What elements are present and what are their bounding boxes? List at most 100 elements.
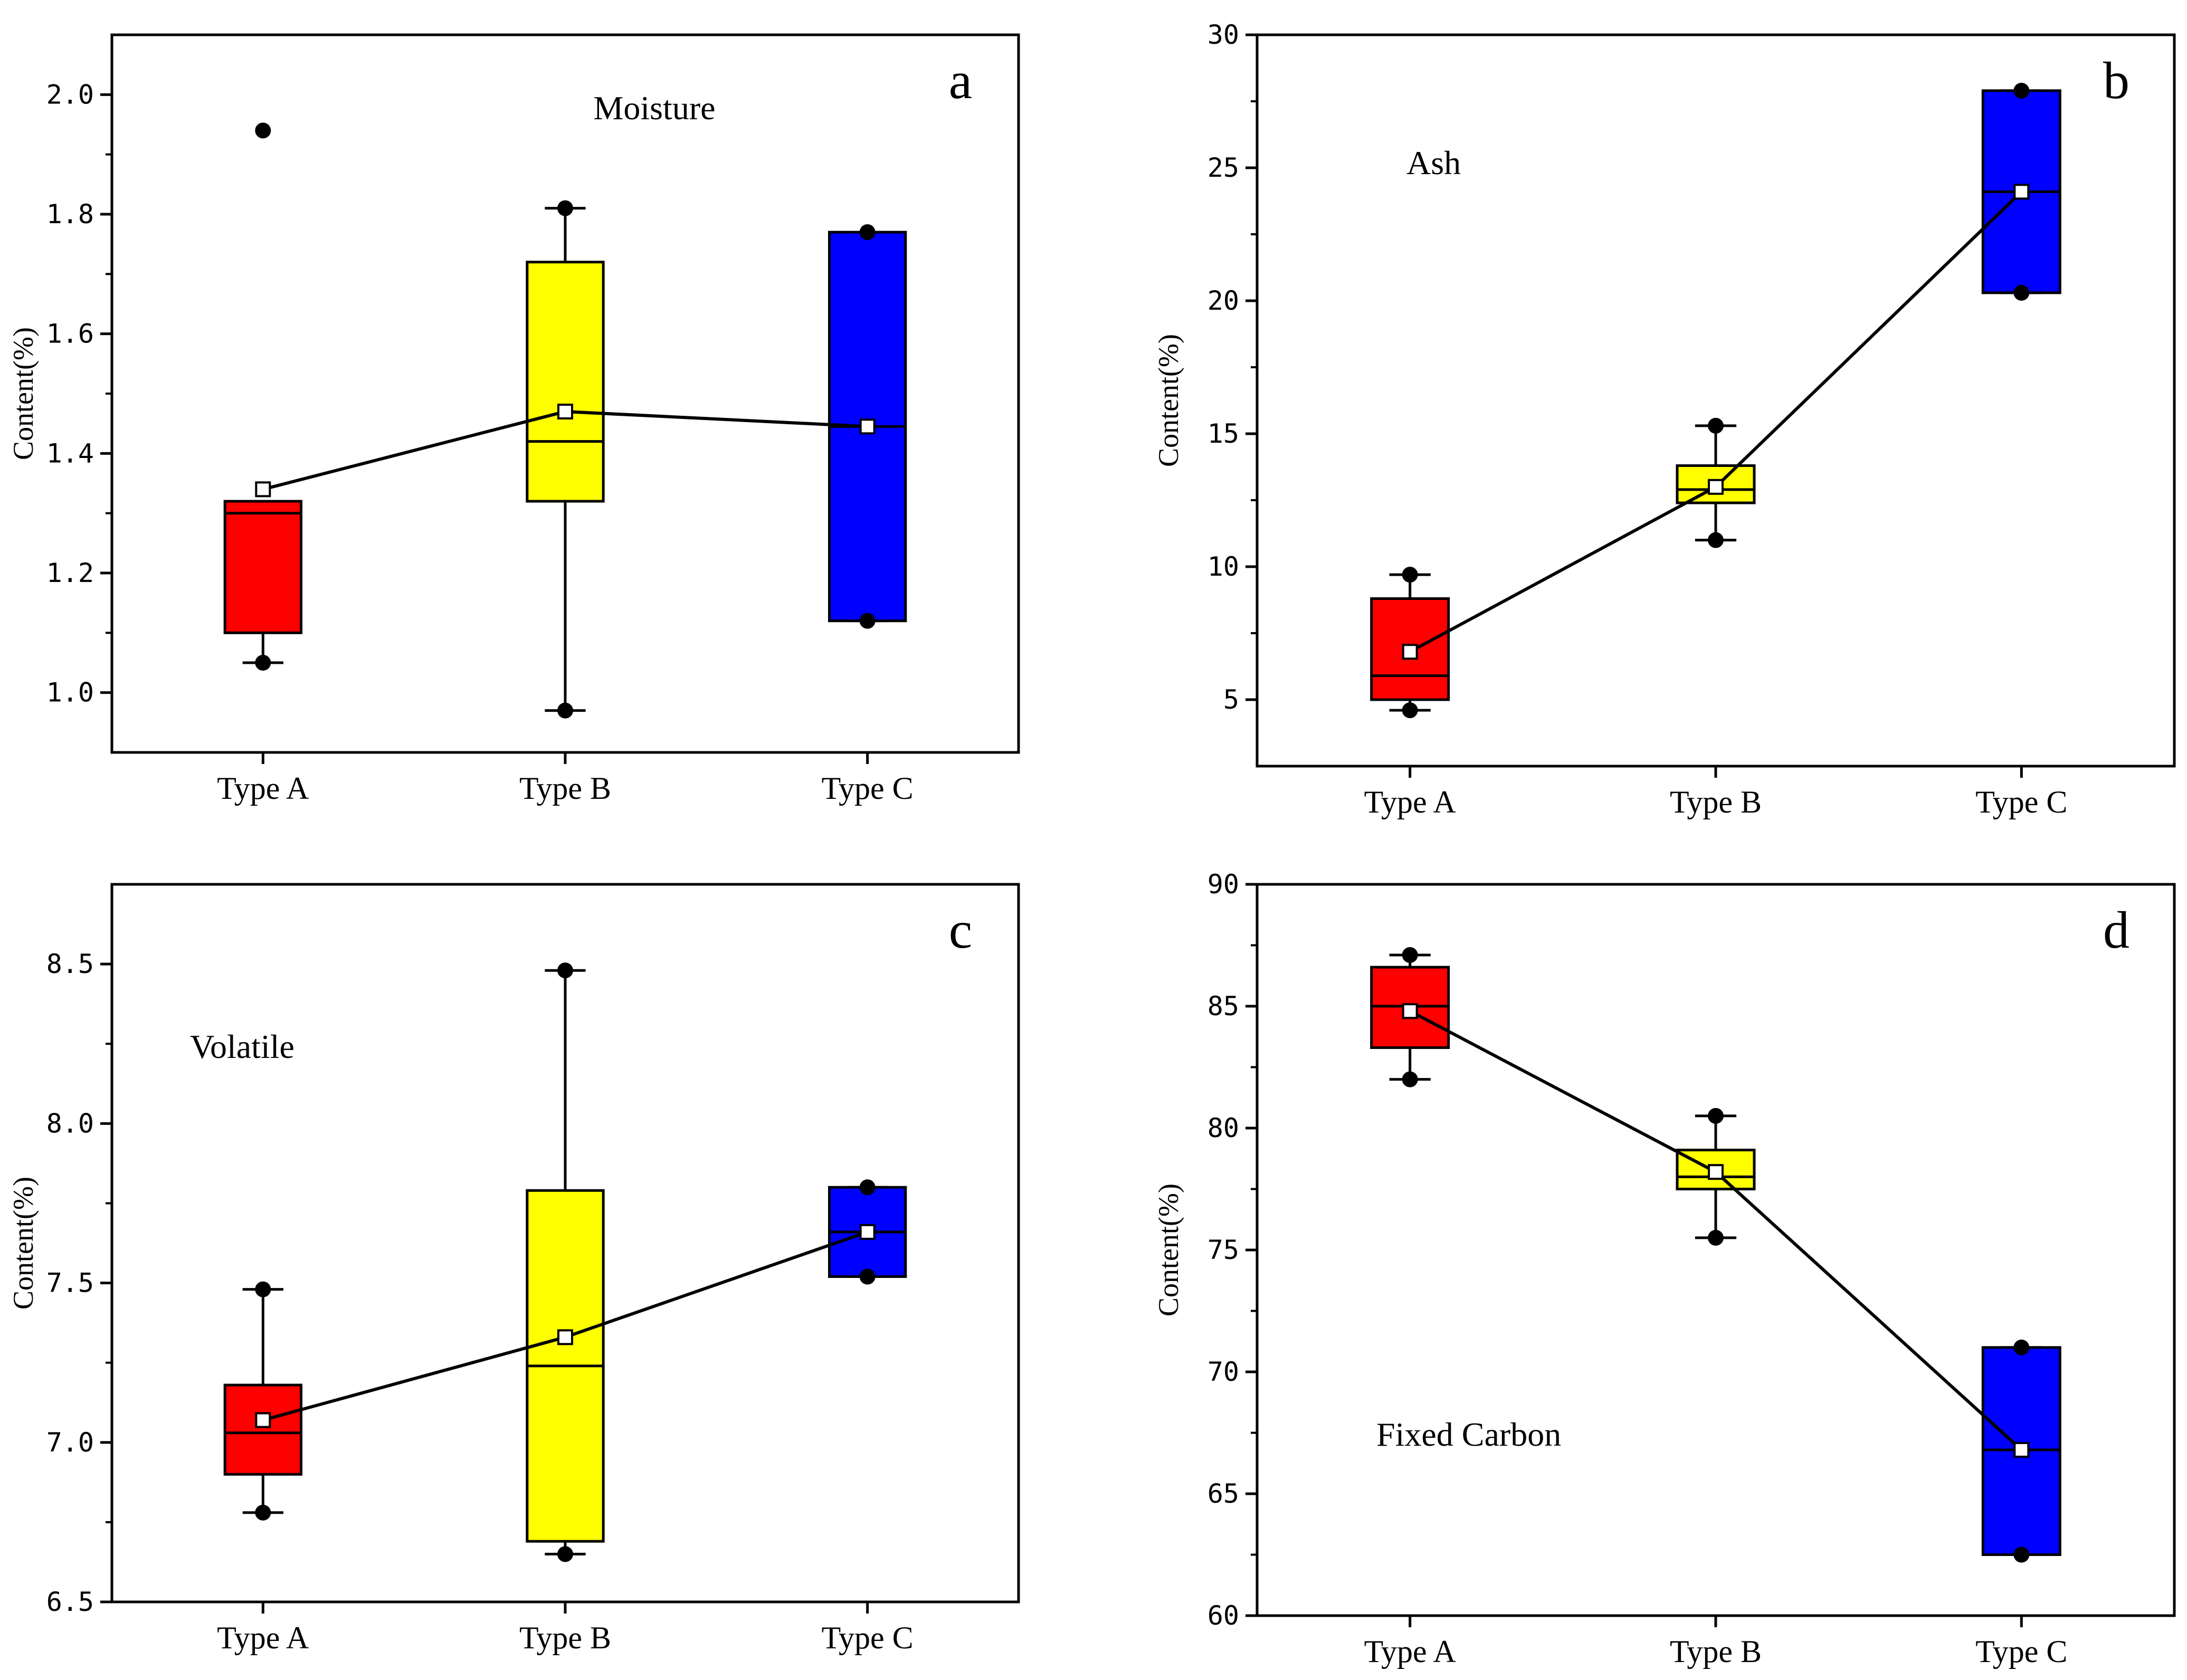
data-point <box>1402 702 1418 719</box>
mean-marker <box>255 1412 271 1428</box>
x-category-label: Type B <box>519 771 611 806</box>
box-type_a <box>1370 947 1450 1087</box>
mean-marker <box>1708 479 1724 495</box>
y-tick-label: 6.5 <box>46 1587 94 1617</box>
x-category-label: Type A <box>1364 1634 1456 1669</box>
mean-marker <box>255 481 271 498</box>
mean-marker <box>1402 644 1418 660</box>
data-point <box>859 1179 876 1196</box>
box-type_a <box>223 122 302 671</box>
box-type_c <box>828 1179 907 1285</box>
mean-marker <box>557 1329 573 1345</box>
panel-letter: d <box>2103 901 2129 959</box>
data-point <box>1402 1071 1418 1087</box>
y-tick-label: 70 <box>1207 1357 1239 1387</box>
data-point <box>1708 1108 1724 1124</box>
y-tick-label: 25 <box>1207 152 1239 183</box>
data-point <box>1402 947 1418 963</box>
x-category-label: Type C <box>822 771 914 806</box>
data-point <box>2013 1547 2030 1563</box>
y-tick-label: 7.5 <box>46 1268 94 1299</box>
y-axis-title: Content(%) <box>7 327 39 460</box>
panel-title: Moisture <box>593 89 715 127</box>
y-tick-label: 2.0 <box>46 79 94 110</box>
mean-marker <box>859 1224 876 1240</box>
panel-letter: c <box>949 901 972 959</box>
data-point <box>557 1546 573 1562</box>
y-tick-label: 30 <box>1207 20 1239 50</box>
y-tick-label: 1.6 <box>46 319 94 349</box>
x-category-label: Type C <box>822 1620 914 1655</box>
y-tick-label: 85 <box>1207 991 1239 1022</box>
data-point <box>1402 567 1418 583</box>
y-tick-label: 8.0 <box>46 1108 94 1139</box>
data-point <box>255 655 271 671</box>
x-category-label: Type C <box>1975 785 2067 819</box>
box-body <box>526 261 605 503</box>
panel-title: Volatile <box>190 1028 294 1065</box>
data-point <box>859 1268 876 1285</box>
data-point <box>255 122 271 139</box>
box-type_b <box>526 200 605 719</box>
panel-letter: b <box>2103 51 2129 110</box>
mean-marker <box>859 418 876 435</box>
y-tick-label: 1.8 <box>46 199 94 230</box>
panel-title: Fixed Carbon <box>1376 1416 1561 1453</box>
y-tick-label: 1.2 <box>46 558 94 588</box>
panel-b: 5 10 15 20 25 30 Type A Type B Type C Content(%) b… <box>1153 20 2176 819</box>
x-category-label: Type B <box>1670 785 1762 819</box>
data-point <box>859 613 876 629</box>
panel-c: 6.5 7.0 7.5 8.0 8.5 Type A Type B Type C Content… <box>7 883 1020 1655</box>
mean-marker <box>557 404 573 419</box>
y-tick-label: 65 <box>1207 1478 1239 1509</box>
data-point <box>2013 82 2030 99</box>
y-tick-label: 5 <box>1223 684 1239 715</box>
data-point <box>859 224 876 240</box>
y-tick-label: 75 <box>1207 1235 1239 1265</box>
y-tick-label: 20 <box>1207 285 1239 316</box>
box-body <box>223 500 302 634</box>
y-axis-title: Content(%) <box>7 1177 39 1310</box>
data-point <box>1708 417 1724 434</box>
y-tick-label: 1.4 <box>46 438 94 469</box>
x-category-label: Type B <box>1670 1634 1762 1669</box>
x-category-label: Type A <box>1364 785 1456 819</box>
y-axis-title: Content(%) <box>1153 334 1184 467</box>
data-point <box>255 1504 271 1521</box>
y-tick-label: 10 <box>1207 551 1239 582</box>
mean-marker <box>2013 1442 2030 1458</box>
panel-title: Ash <box>1406 144 1461 182</box>
box-type_a <box>223 1281 302 1521</box>
data-point <box>1708 1229 1724 1246</box>
data-point <box>557 200 573 216</box>
y-tick-label: 7.0 <box>46 1427 94 1458</box>
panel-d: 60 65 70 75 80 85 90 Type A Type B Type C Content(… <box>1153 869 2176 1669</box>
x-category-label: Type B <box>519 1620 611 1655</box>
data-point <box>1708 532 1724 548</box>
panel-a: 1.0 1.2 1.4 1.6 1.8 2.0 Type A Type B Type C Cont… <box>7 33 1020 806</box>
x-category-label: Type A <box>217 771 309 806</box>
box-type_a <box>1370 567 1450 719</box>
panel-letter: a <box>949 51 972 110</box>
mean-marker <box>2013 184 2030 200</box>
box-body <box>223 1383 302 1476</box>
y-tick-label: 90 <box>1207 869 1239 900</box>
x-category-label: Type C <box>1975 1634 2067 1669</box>
y-axis-title: Content(%) <box>1153 1183 1184 1316</box>
y-tick-label: 1.0 <box>46 677 94 708</box>
box-type_c <box>1981 1339 2061 1563</box>
y-tick-label: 15 <box>1207 418 1239 449</box>
y-tick-label: 80 <box>1207 1113 1239 1143</box>
data-point <box>557 962 573 979</box>
box-type_b <box>526 962 605 1562</box>
mean-marker <box>1708 1164 1724 1180</box>
data-point <box>2013 284 2030 301</box>
data-point <box>255 1281 271 1297</box>
x-category-label: Type A <box>217 1620 309 1655</box>
data-point <box>2013 1339 2030 1356</box>
y-tick-label: 8.5 <box>46 949 94 979</box>
data-point <box>557 702 573 719</box>
mean-marker <box>1402 1003 1418 1019</box>
y-tick-label: 60 <box>1207 1600 1239 1631</box>
